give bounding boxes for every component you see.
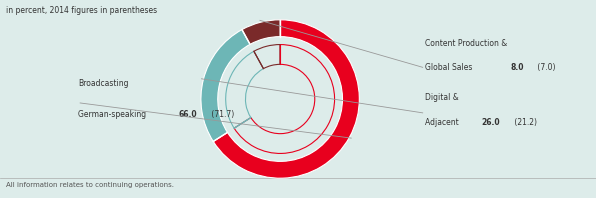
Text: 26.0: 26.0 [481, 118, 499, 127]
Wedge shape [242, 20, 280, 44]
Text: Digital &: Digital & [425, 92, 458, 102]
Text: (7.0): (7.0) [535, 63, 555, 72]
Text: (21.2): (21.2) [512, 118, 537, 127]
Text: Adjacent: Adjacent [425, 118, 461, 127]
Text: All information relates to continuing operations.: All information relates to continuing op… [6, 182, 174, 188]
Text: Content Production &: Content Production & [425, 39, 507, 48]
Wedge shape [201, 30, 250, 141]
Text: (71.7): (71.7) [209, 110, 234, 119]
Text: 8.0: 8.0 [511, 63, 524, 72]
Text: Global Sales: Global Sales [425, 63, 474, 72]
Text: in percent, 2014 figures in parentheses: in percent, 2014 figures in parentheses [6, 6, 157, 15]
Text: German-speaking: German-speaking [78, 110, 148, 119]
Text: 66.0: 66.0 [178, 110, 197, 119]
Wedge shape [213, 20, 359, 178]
Text: Broadcasting: Broadcasting [78, 79, 129, 88]
